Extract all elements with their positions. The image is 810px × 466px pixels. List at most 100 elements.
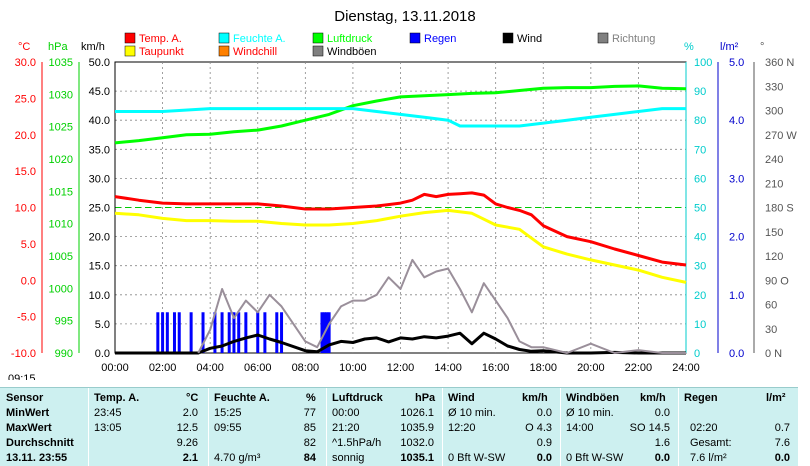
summary-cell: 00:00: [332, 407, 360, 419]
rain-bar: [172, 312, 176, 353]
summary-row-label: 13.11. 23:55: [6, 452, 68, 464]
y-tick-humidity: 0: [694, 348, 700, 360]
summary-cell: 77: [303, 407, 316, 419]
summary-cell: 2.0: [182, 407, 198, 419]
y-tick-humidity: 80: [694, 115, 706, 127]
y-tick-direction: 210: [765, 178, 783, 190]
rain-bar: [237, 312, 241, 353]
summary-cell: 12:20: [448, 422, 476, 434]
rain-bar: [177, 312, 181, 353]
y-tick-direction: 180 S: [765, 203, 794, 215]
unit-humidity: %: [684, 41, 694, 53]
header-humidity-unit: %: [306, 392, 316, 404]
summary-cell: 0.0: [654, 407, 670, 419]
summary-row-label: Durchschnitt: [6, 437, 74, 449]
rain-bar: [244, 312, 248, 353]
summary-table: Sensor Temp. A. °C Feuchte A. % Luftdruc…: [0, 387, 798, 466]
summary-cell: 13:05: [94, 422, 122, 434]
rain-bar: [156, 312, 160, 353]
unit-wind: km/h: [81, 41, 105, 53]
y-tick-pressure: 1035: [49, 57, 73, 69]
rain-bar: [220, 312, 224, 353]
y-tick-rain: 2.0: [729, 232, 744, 244]
x-tick-label: 10:00: [339, 362, 367, 374]
y-tick-wind: 20.0: [89, 232, 110, 244]
y-tick-wind: 30.0: [89, 173, 110, 185]
header-temp: Temp. A.: [94, 392, 140, 404]
summary-cell: 0.9: [536, 437, 552, 449]
summary-cell: Ø 10 min.: [566, 407, 614, 419]
x-tick-label: 00:00: [101, 362, 129, 374]
summary-cell: 1035.1: [400, 452, 434, 464]
summary-cell: 0.0: [654, 452, 670, 464]
rain-bar: [256, 312, 260, 353]
summary-cell: 0.0: [536, 452, 552, 464]
summary-row-label: MinWert: [6, 407, 50, 419]
header-temp-unit: °C: [186, 392, 199, 404]
rain-bar: [280, 312, 284, 353]
legend-label: Taupunkt: [139, 46, 184, 58]
series-line-wind: [115, 331, 686, 355]
y-tick-pressure: 1025: [49, 122, 73, 134]
y-tick-direction: 0 N: [765, 348, 782, 360]
summary-row: MaxWert 13:05 12.5 09:55 85 21:20 1035.9 12:20 O…: [0, 421, 798, 436]
y-tick-rain: 0.0: [729, 348, 744, 360]
rain-bar: [165, 312, 169, 353]
summary-cell: 09:55: [214, 422, 242, 434]
summary-cell: 21:20: [332, 422, 360, 434]
summary-cell: 1035.9: [400, 422, 434, 434]
summary-cell: 15:25: [214, 407, 242, 419]
header-rain-unit: l/m²: [766, 392, 786, 404]
rain-bar: [327, 312, 331, 353]
legend-swatch: [502, 32, 514, 44]
y-tick-wind: 0.0: [95, 348, 110, 360]
summary-cell: 82: [303, 437, 316, 449]
y-tick-direction: 270 W: [765, 130, 797, 142]
series-line-feuchte-a-: [115, 107, 686, 128]
series-line-luftdruck: [114, 84, 687, 145]
y-tick-humidity: 70: [694, 144, 706, 156]
x-tick-label: 16:00: [482, 362, 510, 374]
header-gust-unit: km/h: [640, 392, 666, 404]
y-tick-direction: 300: [765, 106, 783, 118]
series-line-windb-en: [197, 258, 686, 354]
summary-row-label: MaxWert: [6, 422, 52, 434]
y-tick-pressure: 1020: [49, 154, 73, 166]
y-tick-temp: 5.0: [21, 239, 36, 251]
y-tick-pressure: 1000: [49, 283, 73, 295]
y-tick-temp: -5.0: [17, 312, 36, 324]
y-tick-direction: 150: [765, 227, 783, 239]
x-tick-label: 20:00: [577, 362, 605, 374]
x-tick-label: 22:00: [625, 362, 653, 374]
legend-label: Wind: [517, 33, 542, 45]
header-pressure: Luftdruck: [332, 392, 383, 404]
legend-label: Feuchte A.: [233, 33, 286, 45]
summary-cell: 1026.1: [400, 407, 434, 419]
y-tick-humidity: 10: [694, 319, 706, 331]
summary-header-row: Sensor Temp. A. °C Feuchte A. % Luftdruc…: [0, 391, 798, 406]
y-tick-temp: 0.0: [21, 275, 36, 287]
y-tick-wind: 25.0: [89, 203, 110, 215]
y-tick-temp: 30.0: [15, 57, 36, 69]
rain-bar: [213, 312, 217, 353]
y-tick-pressure: 995: [55, 316, 73, 328]
y-tick-direction: 330: [765, 81, 783, 93]
y-tick-wind: 50.0: [89, 57, 110, 69]
y-tick-temp: 15.0: [15, 166, 36, 178]
x-tick-label: 12:00: [387, 362, 415, 374]
y-tick-pressure: 1005: [49, 251, 73, 263]
y-tick-pressure: 1010: [49, 219, 73, 231]
header-gust: Windböen: [566, 392, 620, 404]
summary-cell: 0.0: [536, 407, 552, 419]
y-tick-humidity: 90: [694, 86, 706, 98]
y-tick-direction: 60: [765, 300, 777, 312]
y-tick-pressure: 990: [55, 348, 73, 360]
summary-cell: 0.7: [774, 422, 790, 434]
y-tick-wind: 5.0: [95, 319, 110, 331]
y-tick-rain: 1.0: [729, 290, 744, 302]
legend-label: Windchill: [233, 46, 277, 58]
series-line-temp-a-: [114, 191, 687, 267]
summary-row: MinWert 23:45 2.0 15:25 77 00:00 1026.1 Ø 10 mi…: [0, 406, 798, 421]
y-tick-rain: 3.0: [729, 173, 744, 185]
x-tick-label: 08:00: [292, 362, 320, 374]
